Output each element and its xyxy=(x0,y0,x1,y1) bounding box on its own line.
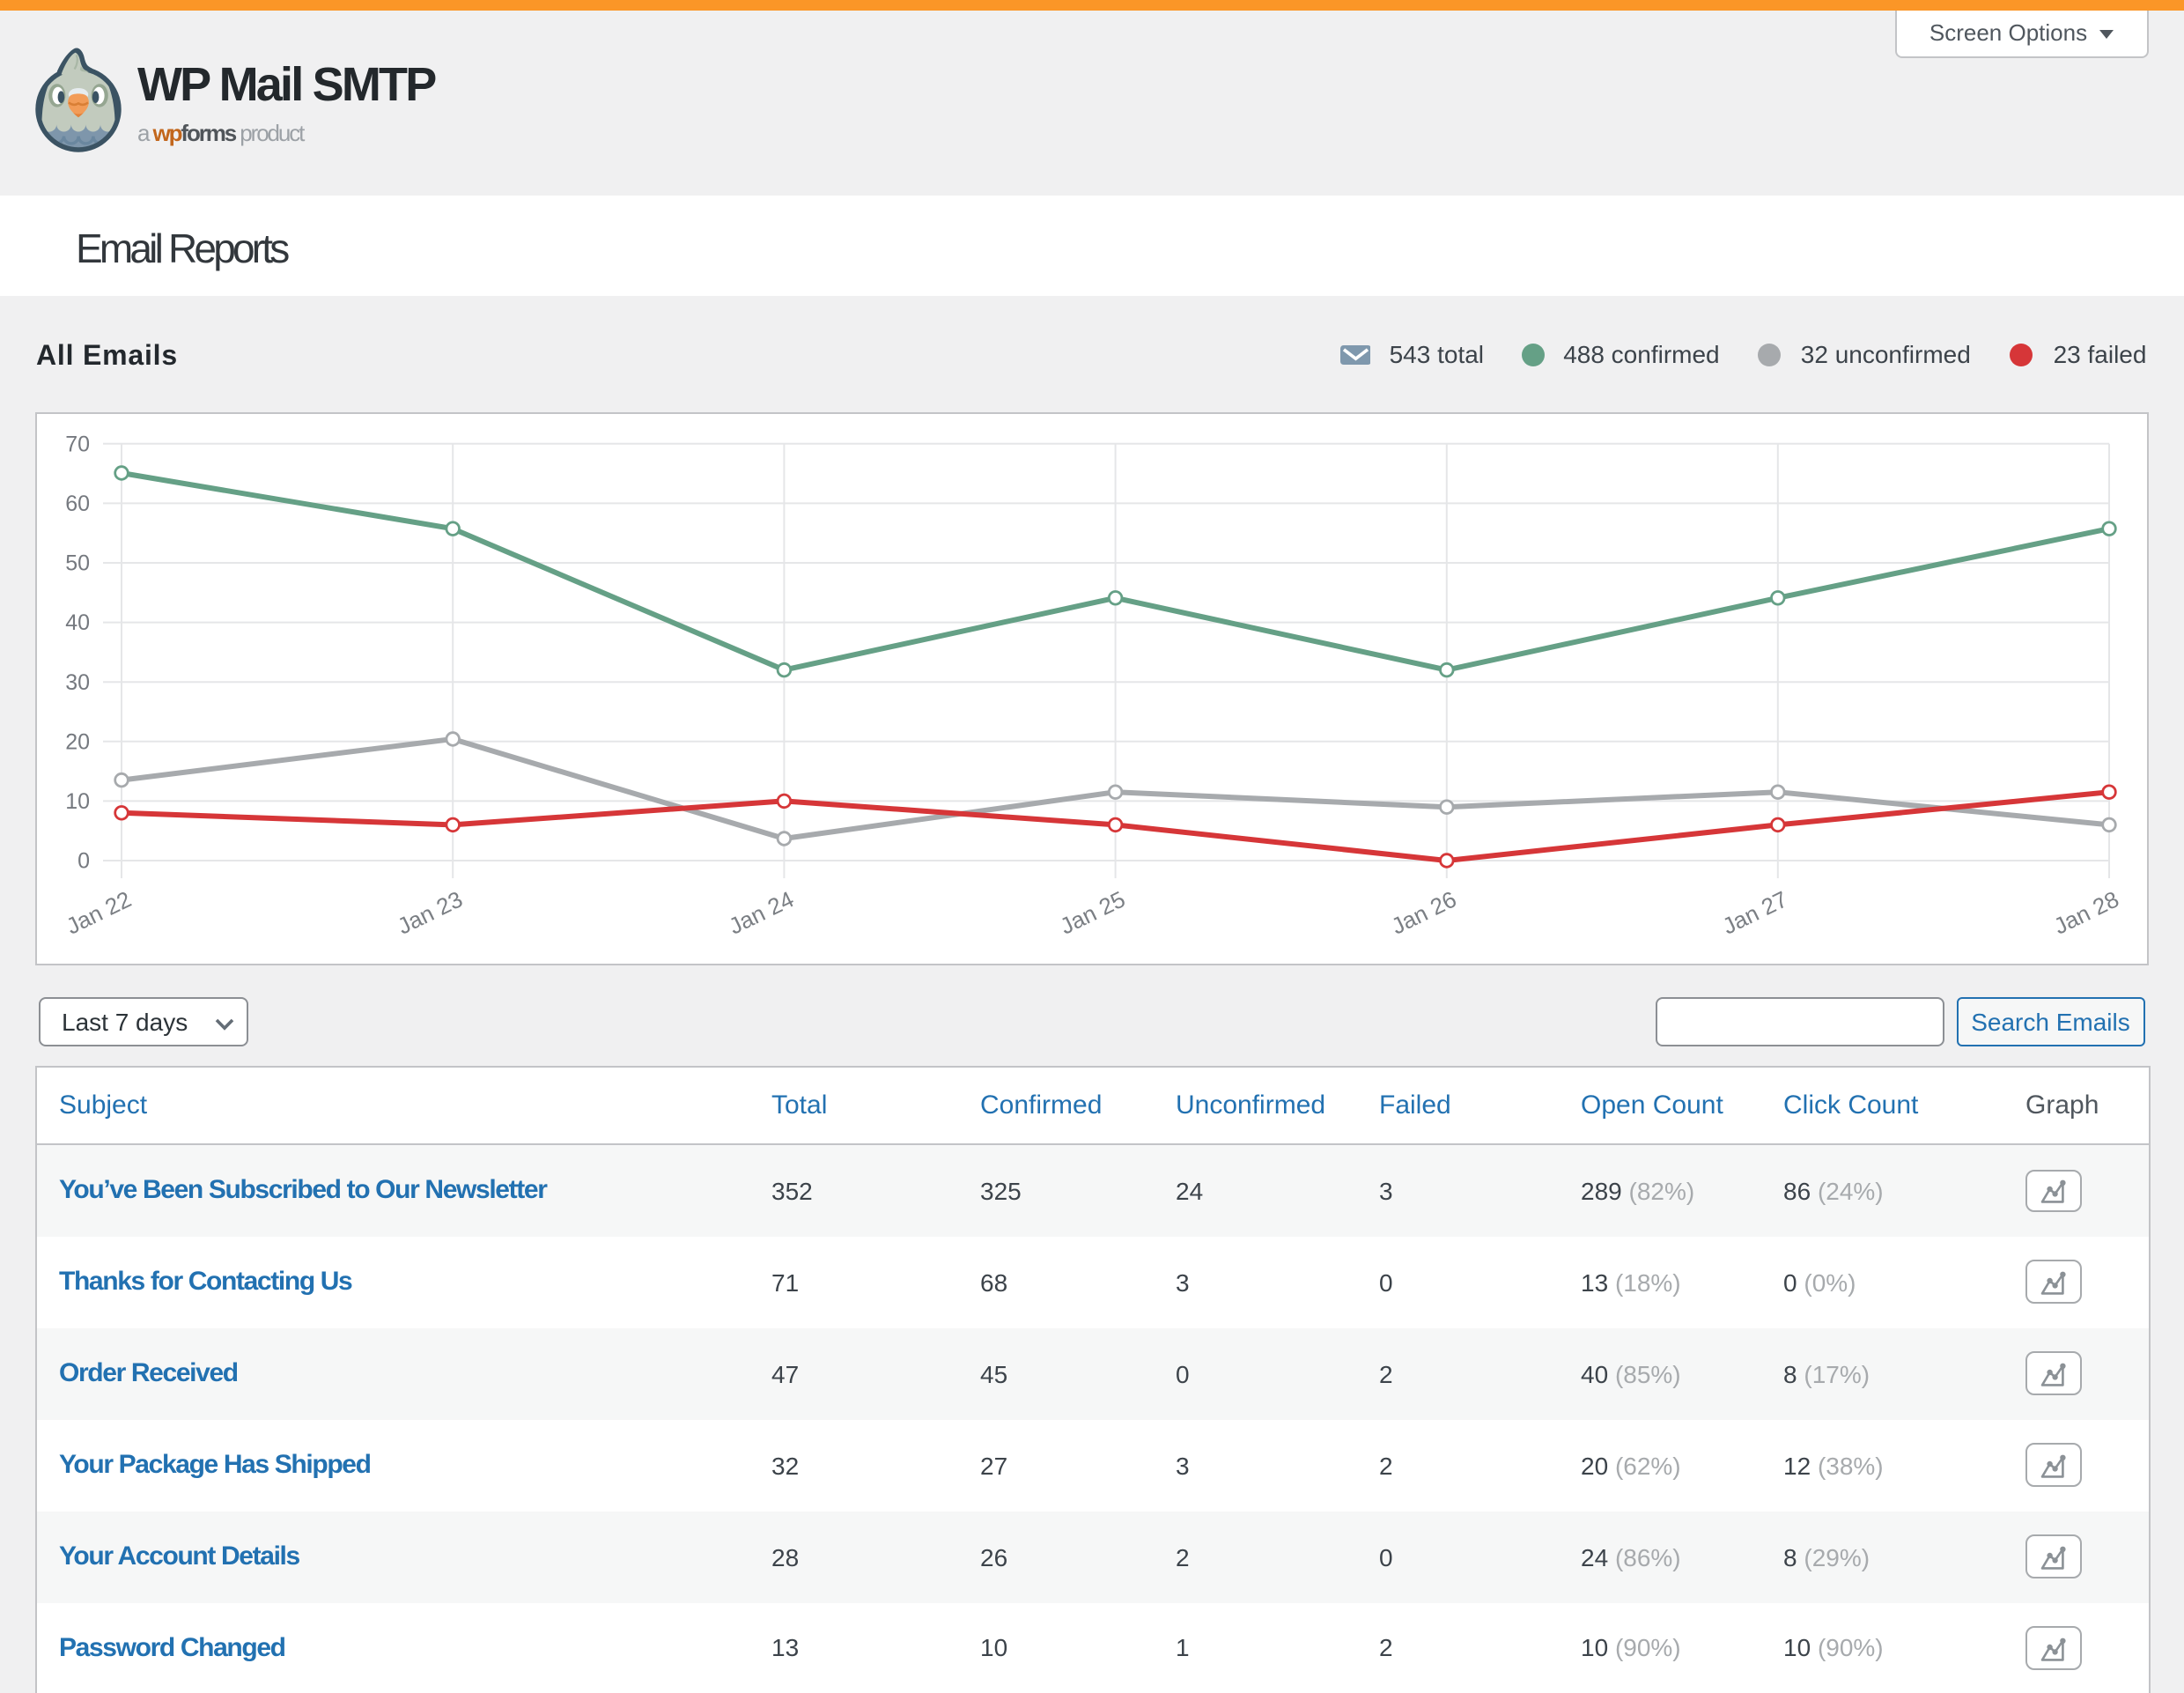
svg-text:Jan 22: Jan 22 xyxy=(62,884,135,938)
svg-text:Jan 28: Jan 28 xyxy=(2049,884,2122,938)
svg-text:20: 20 xyxy=(65,728,90,753)
svg-text:Jan 23: Jan 23 xyxy=(394,884,467,938)
svg-text:0: 0 xyxy=(77,848,90,873)
svg-text:50: 50 xyxy=(65,551,90,575)
svg-text:70: 70 xyxy=(65,431,90,455)
svg-text:Jan 27: Jan 27 xyxy=(1718,884,1791,938)
svg-text:60: 60 xyxy=(65,491,90,515)
svg-text:40: 40 xyxy=(65,610,90,634)
svg-text:Jan 26: Jan 26 xyxy=(1387,884,1460,938)
svg-text:10: 10 xyxy=(65,788,90,813)
svg-text:Jan 24: Jan 24 xyxy=(725,884,798,938)
svg-text:30: 30 xyxy=(65,669,90,694)
svg-text:Jan 25: Jan 25 xyxy=(1056,884,1129,938)
